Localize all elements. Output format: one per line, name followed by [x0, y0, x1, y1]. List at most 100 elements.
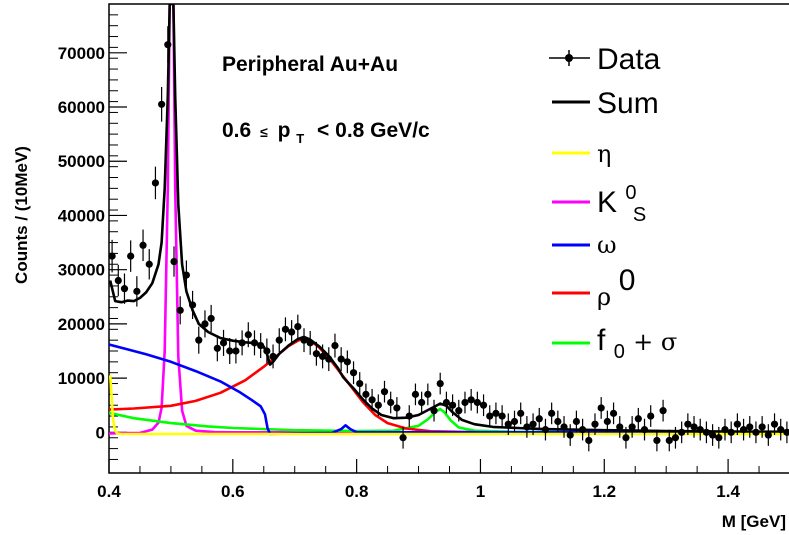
data-point: [770, 420, 779, 428]
x-tick-label: 0.8: [345, 482, 369, 501]
data-point: [151, 179, 160, 187]
data-point: [393, 404, 401, 412]
data-point: [448, 401, 457, 409]
data-point: [628, 423, 636, 431]
data-point: [164, 41, 172, 49]
data-point: [764, 431, 772, 439]
data-point: [572, 417, 581, 426]
data-point: [479, 401, 488, 409]
data-point: [195, 336, 203, 344]
legend-label-kshort: K 0 S: [597, 173, 646, 226]
legend-label-sum: Sum: [597, 87, 659, 120]
data-point: [727, 428, 735, 436]
curve-eta: [109, 375, 789, 436]
pt-range-leq: ≤: [260, 124, 268, 140]
data-point: [343, 358, 351, 366]
data-point: [777, 426, 785, 434]
legend-item-sum: Sum: [552, 87, 659, 120]
data-point: [517, 409, 525, 417]
y-tick-labels: 0 10000 20000 30000 40000 50000 60000 70000: [58, 44, 105, 443]
data-point: [201, 320, 209, 328]
data-point: [678, 428, 686, 436]
data-point: [133, 287, 141, 295]
axis-ticks: [108, 14, 760, 473]
y-tick-label: 70000: [58, 44, 105, 63]
data-point: [405, 412, 413, 420]
data-point: [455, 407, 463, 415]
x-tick-label: 0.6: [221, 482, 245, 501]
data-point: [702, 428, 711, 436]
curve-omega: [109, 343, 789, 436]
data-points: [109, 26, 789, 452]
data-point: [690, 423, 698, 431]
legend-item-omega: ω: [552, 231, 617, 259]
data-point: [541, 426, 550, 434]
data-point: [176, 306, 184, 314]
data-point: [418, 398, 426, 407]
data-point: [579, 426, 587, 434]
data-point: [721, 426, 729, 434]
data-point: [436, 379, 444, 388]
data-point: [529, 420, 537, 428]
data-point: [109, 252, 116, 260]
data-point: [158, 100, 166, 108]
y-tick-label: 40000: [58, 206, 105, 225]
data-point: [671, 434, 680, 442]
data-point: [127, 252, 135, 260]
data-point: [659, 407, 667, 415]
legend-label-data: Data: [597, 43, 661, 76]
data-point: [257, 341, 265, 350]
data-point: [120, 285, 129, 293]
pt-symbol: p: [278, 119, 291, 142]
legend-data-marker: [565, 54, 573, 62]
curve-sum: [109, 4, 789, 434]
legend-item-data: Data: [549, 43, 661, 76]
legend-item-eta: η: [552, 140, 611, 168]
pt-subscript: T: [296, 131, 304, 146]
data-point: [647, 412, 655, 420]
data-point: [783, 428, 789, 436]
data-point: [640, 426, 649, 434]
y-tick-label: 20000: [58, 315, 105, 334]
data-point: [554, 417, 562, 426]
data-point: [238, 339, 246, 347]
data-point: [226, 347, 234, 355]
data-point: [399, 434, 407, 442]
data-point: [548, 409, 556, 417]
data-point: [269, 352, 277, 361]
data-point: [337, 355, 345, 363]
x-tick-labels: 0.4 0.6 0.8 1 1.2 1.4: [97, 482, 740, 501]
data-point: [504, 420, 512, 428]
y-tick-label: 30000: [58, 261, 105, 280]
annotation-title: Peripheral Au+Au: [222, 53, 398, 76]
data-point: [597, 404, 605, 412]
y-tick-label: 0: [96, 423, 105, 442]
fit-curves: [109, 4, 789, 436]
data-point: [263, 347, 271, 355]
x-tick-label: 1.2: [592, 482, 616, 501]
data-point: [622, 434, 630, 442]
data-point: [739, 426, 748, 434]
y-tick-label: 10000: [58, 369, 105, 388]
legend-label-omega: ω: [597, 231, 617, 259]
data-point: [188, 301, 197, 309]
legend: Data Sum η K 0 S ω ρ 0: [549, 43, 677, 363]
data-point: [281, 325, 290, 333]
legend-item-kshort: K 0 S: [552, 173, 646, 226]
data-point: [566, 431, 574, 439]
data-point: [696, 426, 704, 434]
legend-item-f0-sigma: f 0 + σ: [552, 324, 677, 363]
data-point: [349, 369, 358, 377]
data-point: [387, 398, 395, 407]
data-point: [442, 398, 451, 407]
data-point: [492, 409, 500, 417]
data-point: [510, 417, 519, 426]
data-point: [380, 388, 389, 396]
data-point: [114, 276, 122, 285]
data-point: [250, 339, 259, 347]
data-point: [288, 328, 296, 336]
y-tick-label: 50000: [58, 152, 105, 171]
data-point: [523, 423, 531, 431]
data-point: [733, 420, 741, 428]
